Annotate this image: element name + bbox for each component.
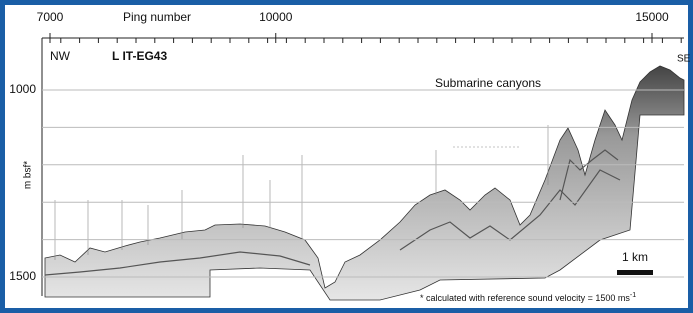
y-tick-label: 1500 [9,269,36,283]
left-axis-title: m bsf* [23,161,34,189]
nw-label: NW [50,49,71,63]
y-tick-label: 1000 [9,82,36,96]
top-axis-title: Ping number [123,10,191,24]
se-label: SE [677,54,691,65]
scale-label: 1 km [622,250,648,264]
line-name: L IT-EG43 [112,49,167,63]
scale-bar [617,270,653,275]
x-tick-label: 7000 [37,10,64,24]
x-tick-label: 15000 [635,10,669,24]
feature-label: Submarine canyons [435,76,541,90]
x-tick-label: 10000 [259,10,293,24]
footnote: * calculated with reference sound veloci… [420,292,636,304]
page: {"figure": { "top_axis": {"label": "Ping… [0,0,693,313]
figure: Ping number m bsf* NW L IT-EG43 SE Subma… [0,0,693,313]
